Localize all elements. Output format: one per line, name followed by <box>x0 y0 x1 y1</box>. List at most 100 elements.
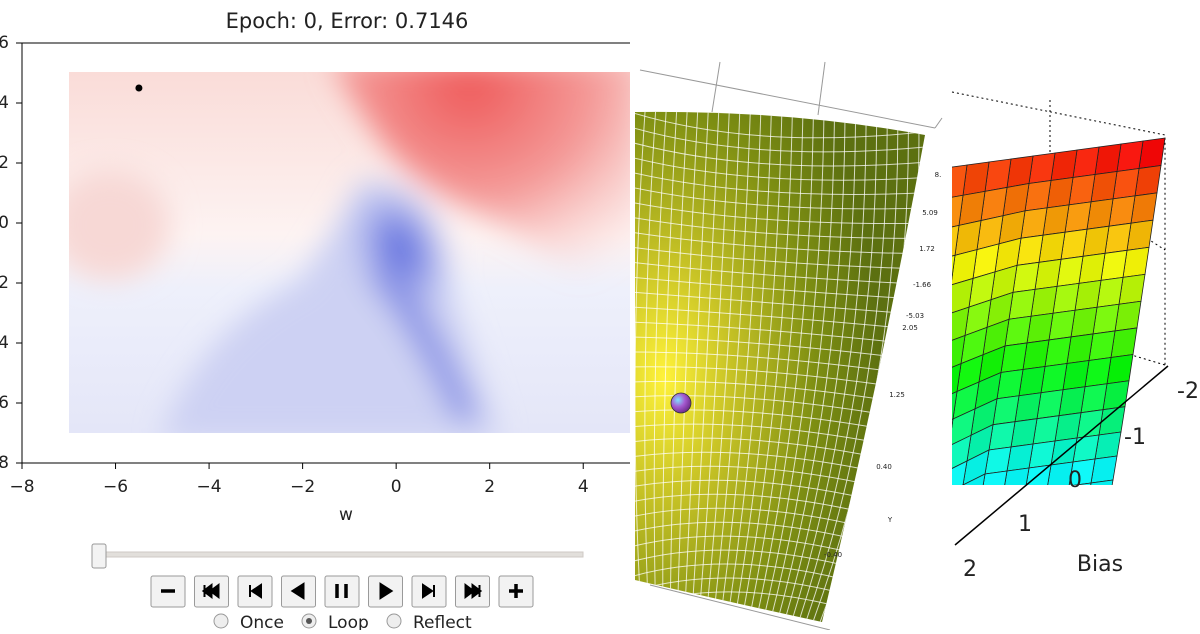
chart-title: Epoch: 0, Error: 0.7146 <box>226 9 469 33</box>
grid-line <box>725 111 772 622</box>
mesh-cell <box>952 334 966 368</box>
mesh-cell <box>1043 486 1069 513</box>
bias-axis <box>954 365 1169 546</box>
mesh-cell <box>952 408 976 445</box>
x-tick-label: −2 <box>290 477 315 497</box>
grid-line <box>662 111 678 622</box>
grid-line <box>718 111 762 622</box>
mesh-cell <box>962 449 990 485</box>
grid-line <box>697 111 730 622</box>
grid-line <box>635 171 925 195</box>
bias-axis-label: Bias <box>1077 552 1123 577</box>
bias-ticks: -2 -1 0 1 2 <box>963 379 1199 582</box>
frame-line <box>711 61 721 113</box>
mesh-cell <box>952 418 954 429</box>
mesh-cell <box>871 518 897 553</box>
button-row <box>150 575 534 608</box>
y-tick-label: 4 <box>0 93 9 113</box>
slider-thumb[interactable] <box>91 543 107 569</box>
grid-line <box>635 186 925 210</box>
mesh-cell <box>893 507 919 542</box>
radio-once[interactable] <box>213 613 229 629</box>
mesh-cell <box>952 249 978 286</box>
button-icon <box>290 582 305 600</box>
x-tick-label: 0 <box>391 477 402 497</box>
mesh-cell <box>952 363 962 395</box>
grid-line <box>676 111 699 622</box>
grid-line <box>653 111 667 622</box>
mesh-cell <box>955 498 981 533</box>
bias-tick-label: -1 <box>1124 425 1146 450</box>
blue-valley <box>370 250 480 420</box>
mesh-cell <box>933 509 959 544</box>
grid-line <box>760 111 825 622</box>
x-axis-label: w <box>339 505 353 525</box>
mesh-cell <box>895 352 921 390</box>
grid-line <box>732 111 783 622</box>
grid-line <box>739 111 793 622</box>
control-button[interactable] <box>324 575 360 608</box>
mesh-cell <box>962 473 986 485</box>
grid-line <box>767 111 835 622</box>
surface-tick-label: 2.05 <box>902 324 918 332</box>
grid-line <box>704 111 741 622</box>
grid-line <box>753 111 814 622</box>
x-tick-label: −4 <box>197 477 222 497</box>
box-edge <box>951 91 1166 365</box>
grid-line <box>711 111 751 622</box>
grid-line <box>635 261 925 286</box>
surface-tick-label: 1.25 <box>889 391 905 399</box>
mesh-cell <box>913 373 939 411</box>
y-tick-label: −8 <box>0 453 9 473</box>
grid-line <box>802 111 888 622</box>
radio-reflect[interactable] <box>386 613 402 629</box>
y-tick-label: 6 <box>0 33 9 53</box>
y-tick-label: −4 <box>0 333 9 353</box>
mesh-cell <box>1073 482 1092 485</box>
button-icon <box>201 583 220 599</box>
grid-line <box>774 111 846 622</box>
x-tick-label: 4 <box>578 477 589 497</box>
mesh-cell <box>889 531 915 566</box>
surface-tick-label: Y <box>887 516 893 524</box>
button-icon <box>379 582 394 600</box>
mesh-cell <box>897 483 923 518</box>
button-icon <box>509 584 523 598</box>
mesh-cell <box>915 496 941 531</box>
grid-line <box>644 111 657 622</box>
grid-line <box>635 111 646 622</box>
mesh-cell <box>952 306 970 341</box>
mesh-cell <box>952 224 960 257</box>
surface-tick-label: -5.03 <box>906 312 924 320</box>
grid-line <box>781 111 857 622</box>
mesh-cell <box>923 446 949 483</box>
mesh-cell <box>905 429 931 467</box>
radio-selected-dot <box>306 618 312 624</box>
radio-label: Reflect <box>413 613 472 630</box>
mesh-cell <box>952 390 958 420</box>
mesh-cell <box>915 199 941 235</box>
mesh-cell <box>952 277 974 314</box>
x-tick-label: −8 <box>9 477 34 497</box>
mesh-cell <box>925 285 951 322</box>
radio-row: Once Loop Reflect <box>213 613 472 633</box>
mesh-cell <box>1004 467 1030 485</box>
surface-tick-label: -0.40 <box>824 551 842 559</box>
surface-tick-label: 5.09 <box>922 209 938 217</box>
axes: −8 −6 −4 −2 0 2 4 6 4 2 0 −2 −4 −6 −8 <box>0 33 630 497</box>
mesh-cell <box>952 434 972 469</box>
frame-line <box>639 69 936 129</box>
pink-region <box>69 170 170 280</box>
y-tick-label: −2 <box>0 273 9 293</box>
grid-line <box>683 111 709 622</box>
bias-panel: -2 -1 0 1 2 Bias <box>871 91 1199 582</box>
button-icon <box>422 583 435 599</box>
mesh-cell <box>952 460 968 485</box>
ball <box>670 392 692 414</box>
y-tick-label: 0 <box>0 213 9 233</box>
slider-track[interactable] <box>94 551 584 558</box>
radio-label: Loop <box>328 613 369 630</box>
frame-line <box>649 584 831 631</box>
